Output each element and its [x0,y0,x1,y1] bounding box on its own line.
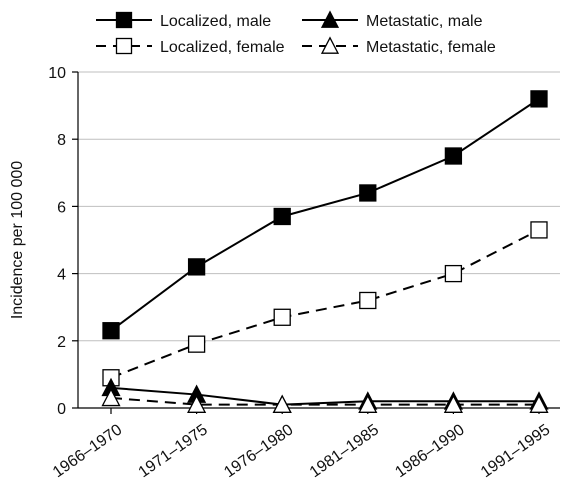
y-tick-label: 8 [57,132,66,149]
y-tick-label: 10 [48,65,66,82]
data-point-square [360,185,376,201]
legend-marker-square [117,13,132,28]
y-ticks: 0 2 4 6 8 10 [48,65,78,418]
series-line [111,230,539,378]
data-point-square [531,222,547,238]
y-tick-label: 0 [57,401,66,418]
data-point-square [274,309,290,325]
legend-item: Localized, female [96,39,285,57]
data-point-square [103,323,119,339]
data-point-square [189,259,205,275]
y-tick-label: 2 [57,334,66,351]
legend-label: Metastatic, female [366,39,496,56]
y-tick-label: 6 [57,199,66,216]
series-line [111,99,539,331]
x-tick-label: 1966–1970 [50,421,125,481]
data-point-square [189,336,205,352]
y-tick-label: 4 [57,267,66,284]
legend-marker-square [117,39,132,54]
data-point-square [360,292,376,308]
x-tick-label: 1976–1980 [221,421,296,481]
y-axis-title: Incidence per 100 000 [9,161,26,319]
data-point-square [445,266,461,282]
x-tick-label: 1986–1990 [392,421,467,481]
axes [78,72,560,408]
data-point-square [445,148,461,164]
legend-label: Localized, female [160,39,285,56]
series-localized-female [103,222,547,386]
legend: Localized, male Localized, female Metastat… [96,12,496,56]
x-ticks: 1966–1970 1971–1975 1976–1980 1981–1985 1986… [50,408,553,481]
x-tick-label: 1991–1995 [478,421,553,481]
data-point-square [531,91,547,107]
legend-item: Metastatic, female [302,38,496,56]
legend-label: Localized, male [160,13,271,30]
legend-item: Metastatic, male [302,12,483,30]
x-tick-label: 1971–1975 [136,421,211,481]
series-localized-male [103,91,547,339]
x-tick-label: 1981–1985 [307,421,382,481]
legend-label: Metastatic, male [366,13,483,30]
data-point-square [274,208,290,224]
legend-item: Localized, male [96,13,271,31]
series-metastatic-male [103,379,548,412]
